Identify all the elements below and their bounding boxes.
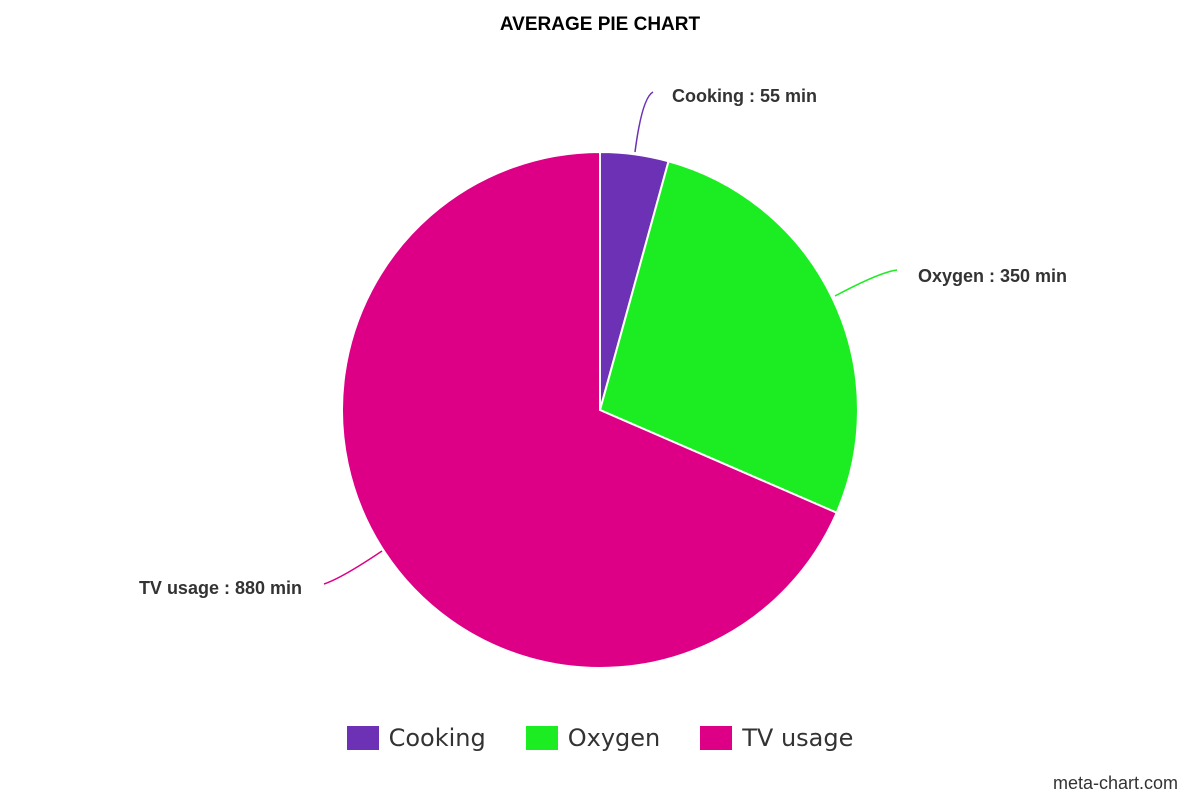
chart-title: AVERAGE PIE CHART	[499, 14, 701, 35]
credit-link[interactable]: meta-chart.com	[1052, 773, 1178, 793]
legend-label-cooking: Cooking	[388, 724, 486, 752]
data-label-cooking: Cooking : 55 min	[672, 86, 817, 106]
pie-slice-oxygen[interactable]	[598, 160, 859, 515]
labels-layer: Cooking : 55 min Oxygen : 350 min TV usage…	[139, 86, 1067, 598]
legend-item-cooking[interactable]: Cooking	[346, 724, 486, 752]
slices-layer	[341, 150, 859, 669]
legend: Cooking Oxygen TV usage	[0, 724, 1200, 752]
connector-tv-usage	[323, 550, 383, 585]
legend-swatch-tv-usage	[700, 726, 733, 750]
legend-swatch-cooking	[346, 726, 379, 750]
legend-label-tv-usage: TV usage	[742, 724, 854, 752]
pie-slice-tv-usage[interactable]	[341, 150, 838, 669]
legend-item-oxygen[interactable]: Oxygen	[525, 724, 661, 752]
legend-label-oxygen: Oxygen	[567, 724, 661, 752]
connector-cooking	[634, 91, 654, 153]
connector-oxygen	[834, 269, 898, 297]
data-label-tv-usage: TV usage : 880 min	[139, 578, 302, 598]
data-label-oxygen: Oxygen : 350 min	[918, 266, 1067, 286]
legend-swatch-oxygen	[525, 726, 558, 750]
legend-item-tv-usage[interactable]: TV usage	[700, 724, 853, 752]
